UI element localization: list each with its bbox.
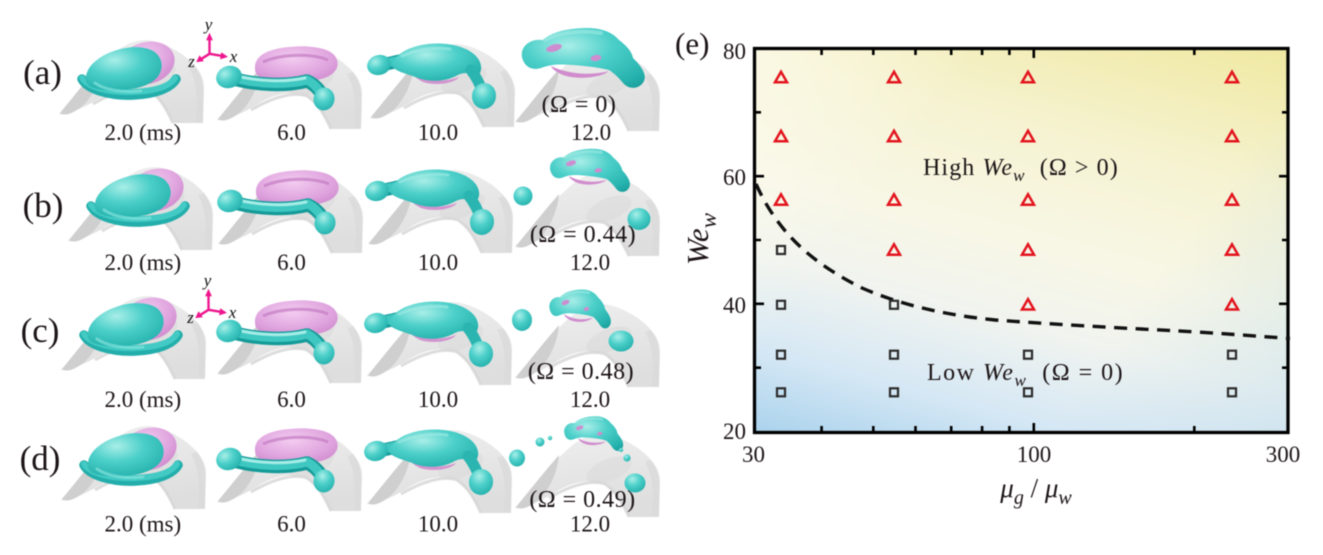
svg-text:10.0: 10.0 — [418, 250, 458, 275]
svg-text:(d): (d) — [20, 439, 61, 478]
svg-text:Wew: Wew — [680, 212, 721, 265]
svg-text:(c): (c) — [21, 311, 60, 350]
svg-text:60: 60 — [723, 165, 746, 190]
svg-text:30: 30 — [742, 442, 765, 467]
svg-text:80: 80 — [723, 39, 746, 64]
svg-text:10.0: 10.0 — [418, 512, 458, 537]
svg-text:2.0 (ms): 2.0 (ms) — [104, 387, 181, 412]
svg-text:(a): (a) — [23, 53, 62, 92]
svg-text:2.0 (ms): 2.0 (ms) — [104, 120, 181, 145]
svg-text:12.0: 12.0 — [570, 250, 610, 275]
svg-text:12.0: 12.0 — [570, 512, 610, 537]
svg-text:20: 20 — [723, 419, 746, 444]
svg-text:10.0: 10.0 — [418, 120, 458, 145]
svg-text:40: 40 — [723, 293, 746, 318]
svg-text:2.0 (ms): 2.0 (ms) — [104, 512, 181, 537]
svg-text:(Ω = 0.48): (Ω = 0.48) — [528, 359, 634, 385]
svg-text:2.0 (ms): 2.0 (ms) — [104, 250, 181, 275]
svg-text:6.0: 6.0 — [277, 387, 306, 412]
svg-text:10.0: 10.0 — [418, 387, 458, 412]
svg-text:(Ω = 0.49): (Ω = 0.49) — [529, 487, 635, 513]
svg-text:100: 100 — [1017, 442, 1052, 467]
svg-text:12.0: 12.0 — [570, 387, 610, 412]
svg-text:6.0: 6.0 — [277, 512, 306, 537]
svg-text:(e): (e) — [675, 26, 709, 61]
svg-text:μg / μw: μg / μw — [999, 473, 1072, 509]
svg-text:(b): (b) — [23, 186, 64, 225]
svg-text:(Ω = 0): (Ω = 0) — [542, 92, 617, 118]
svg-text:12.0: 12.0 — [571, 120, 611, 145]
svg-text:300: 300 — [1266, 442, 1301, 467]
svg-text:6.0: 6.0 — [277, 120, 306, 145]
svg-text:6.0: 6.0 — [277, 250, 306, 275]
svg-text:(Ω = 0.44): (Ω = 0.44) — [530, 222, 636, 248]
